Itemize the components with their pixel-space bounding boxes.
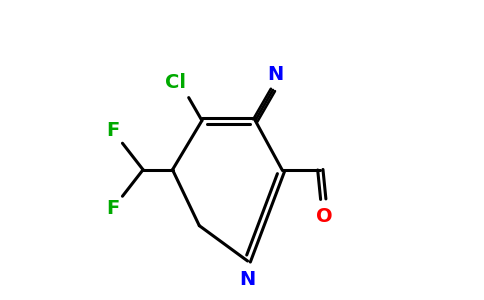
Text: Cl: Cl	[165, 73, 186, 92]
Text: F: F	[106, 199, 120, 218]
Text: N: N	[240, 270, 256, 289]
Text: N: N	[268, 65, 284, 84]
Text: O: O	[317, 206, 333, 226]
Text: F: F	[106, 121, 120, 140]
